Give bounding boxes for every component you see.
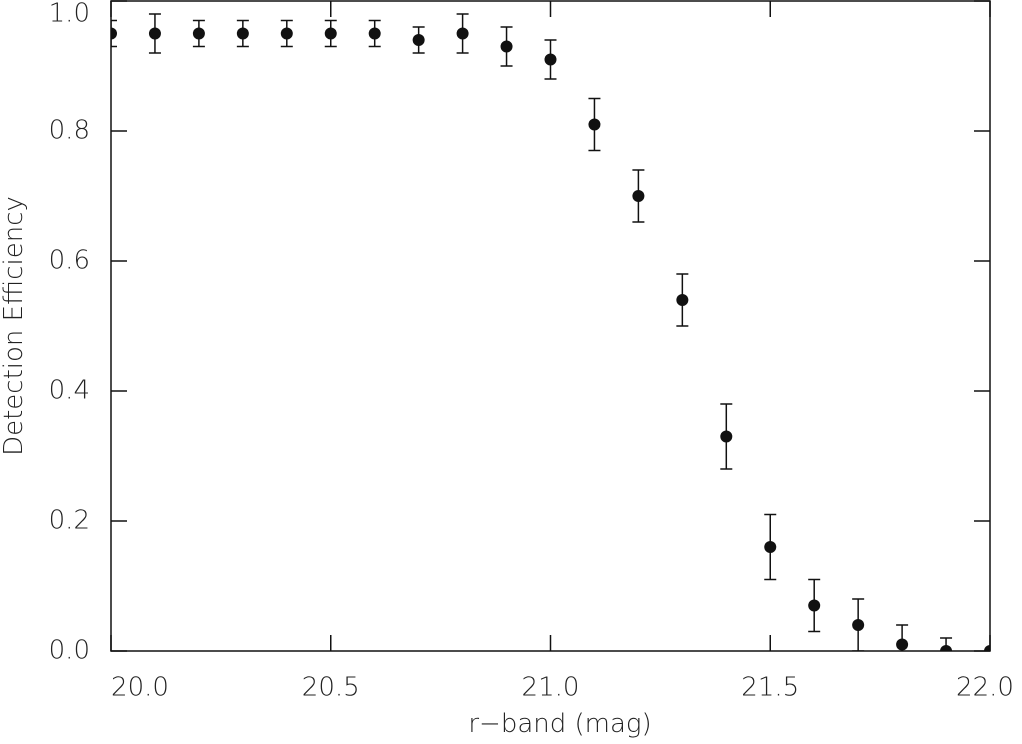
data-point [852,619,865,631]
x-tick-label: 20.5 [302,673,360,703]
x-tick-label: 22.0 [956,673,1014,703]
data-point [984,645,990,651]
data-point [764,541,777,553]
y-tick-label: 1.0 [49,0,90,29]
data-point [544,53,557,66]
data-point [456,27,469,40]
y-tick-label: 0.2 [49,506,90,536]
y-tick-label: 0.4 [49,376,90,406]
x-axis-label: r−band (mag) [468,709,651,739]
data-point [720,430,733,443]
data-point [111,27,117,40]
y-tick-label: 0.6 [49,246,90,276]
x-tick-label: 21.5 [741,673,799,703]
x-tick-label: 21.0 [522,673,580,703]
y-tick-label: 0.0 [49,636,90,666]
plot-area [111,13,990,651]
data-point [324,27,337,40]
data-point [940,645,953,651]
x-tick-label: 20.0 [111,673,169,703]
data-point [236,27,249,40]
data-point [192,27,205,40]
data-point [368,27,381,40]
data-point [280,27,293,40]
data-point [148,27,161,40]
error-bar [111,19,117,48]
data-point [896,638,909,651]
data-point [676,294,689,306]
data-point [500,40,513,53]
data-point [808,599,821,612]
y-axis-label: Detection Efficiency [0,196,29,456]
y-tick-label: 0.8 [49,116,90,146]
plot-frame [110,0,991,652]
data-point [588,118,601,131]
data-point [632,190,645,202]
error-bar [940,637,953,651]
data-point [412,34,425,46]
